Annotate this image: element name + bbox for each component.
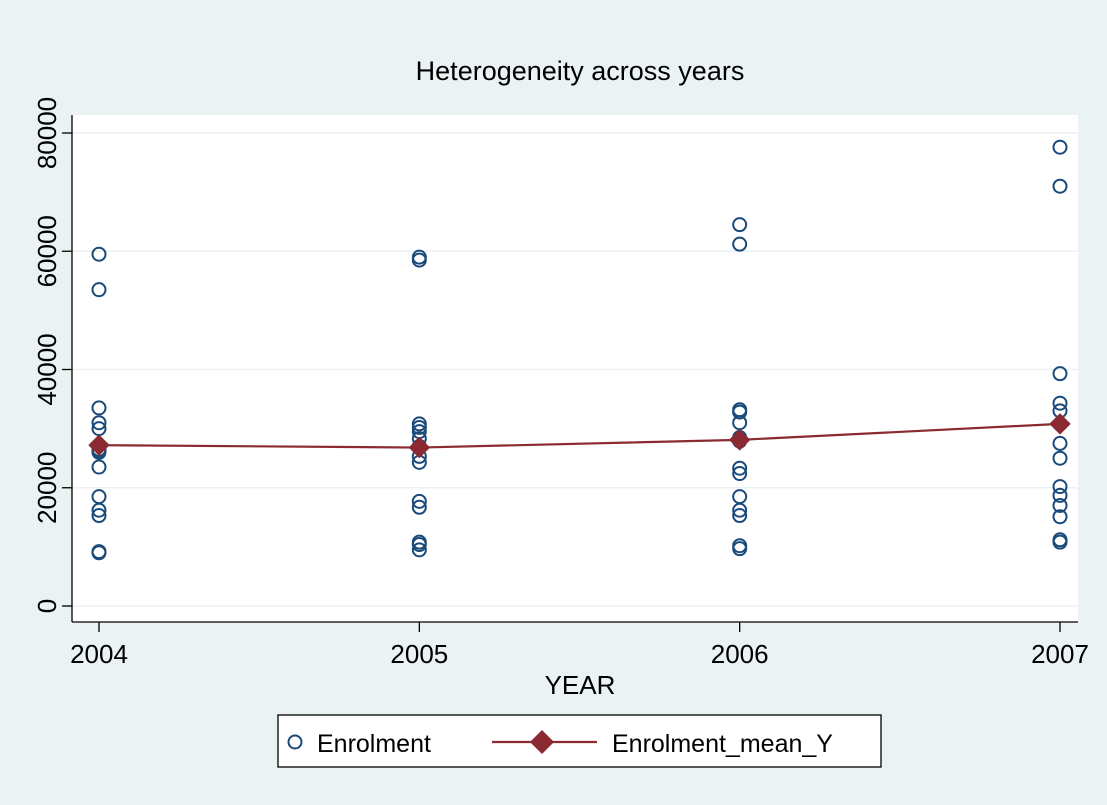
scatter-point [1052,497,1068,513]
scatter-point [1052,450,1068,466]
legend-label-enrolment: Enrolment [317,730,431,758]
scatter-point [1052,534,1068,550]
scatter-point [1052,139,1068,155]
x-axis-label: YEAR [545,670,616,700]
scatter-point [411,537,427,553]
scatter-point [411,499,427,515]
scatter-point [411,252,427,268]
mean-line [98,422,1061,449]
legend: Enrolment Enrolment_mean_Y [277,714,882,768]
scatter-point [1052,178,1068,194]
scatter-point [732,460,748,476]
scatter-point [91,400,107,416]
scatter-point [91,415,107,431]
mean-point [88,434,110,456]
grid [72,132,1078,607]
scatter-point [1052,366,1068,382]
scatter-point [411,493,427,509]
scatter-point [732,541,748,557]
chart-title: Heterogeneity across years [416,56,745,86]
scatter-point [411,419,427,435]
scatter-point [1052,395,1068,411]
scatter-point [91,545,107,561]
axes: 0 20000 40000 60000 80000 2004 2005 2006 2007 [32,97,1089,669]
x-tick-label: 2006 [711,639,769,669]
y-tick-label: 0 [32,599,62,613]
data-layer [88,139,1071,561]
scatter-point [1052,509,1068,525]
scatter-point [732,236,748,252]
legend-label-enrolment-mean: Enrolment_mean_Y [612,730,833,758]
x-tick-label: 2005 [390,639,448,669]
x-tick-label: 2004 [70,639,128,669]
scatter-point [91,502,107,518]
scatter-point [1052,487,1068,503]
scatter-point [732,404,748,420]
y-tick-label: 60000 [32,215,62,287]
plot-area [72,115,1078,622]
scatter-point [732,217,748,233]
scatter-point [91,282,107,298]
scatter-point [732,466,748,482]
legend-marker-enrolment [287,734,303,750]
y-tick-label: 80000 [32,97,62,169]
scatter-point [91,459,107,475]
x-tick-label: 2007 [1031,639,1089,669]
mean-point [1049,413,1071,435]
y-tick-label: 20000 [32,452,62,524]
mean-point [728,429,751,451]
scatter-point [1052,435,1068,451]
scatter-point [1052,479,1068,495]
y-tick-label: 40000 [32,333,62,405]
mean-point [408,436,431,459]
scatter-point [91,508,107,524]
scatter-point [91,246,107,262]
scatter-point [411,542,427,558]
scatter-point [732,508,748,524]
scatter-point [732,502,748,518]
